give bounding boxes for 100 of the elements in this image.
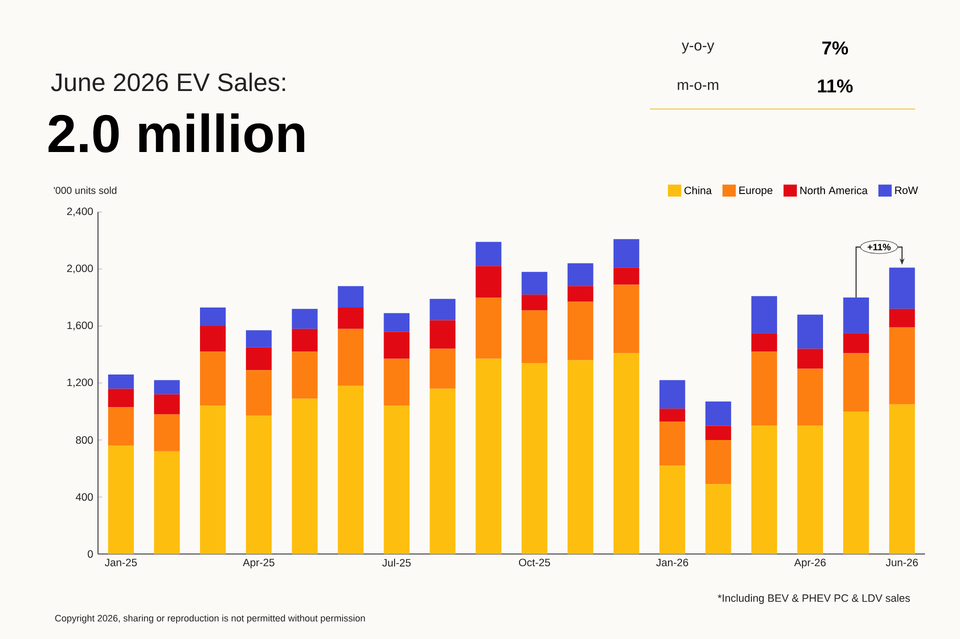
bar	[200, 307, 226, 326]
y-tick-label: 800	[76, 436, 93, 444]
bar	[246, 347, 272, 370]
bar	[338, 386, 364, 554]
bar	[338, 286, 364, 308]
bar	[889, 308, 915, 328]
bar	[430, 320, 456, 349]
bar	[568, 302, 594, 360]
bar	[476, 297, 502, 359]
text: *Including BEV & PHEV PC & LDV sales	[718, 594, 910, 604]
x-tick-label: Oct-25	[518, 558, 550, 566]
bar	[659, 380, 686, 409]
bar	[843, 333, 869, 354]
y-tick-label: 1,600	[67, 322, 93, 330]
bar	[246, 416, 272, 554]
bar	[889, 327, 915, 404]
bar	[108, 374, 134, 389]
bar	[614, 284, 640, 354]
bar	[797, 426, 824, 554]
legend-label: North America	[800, 186, 868, 194]
legend-label: Europe	[739, 186, 772, 196]
bar	[154, 414, 180, 452]
bar	[384, 332, 410, 359]
x-tick-label: Jan-25	[104, 558, 137, 566]
bar	[751, 296, 778, 334]
bar	[751, 333, 778, 352]
bar	[751, 426, 778, 554]
bar	[843, 412, 869, 554]
chart-subtitle: 2.0 million	[48, 113, 304, 153]
bar	[889, 404, 915, 554]
bar	[705, 440, 732, 484]
bar	[659, 408, 686, 422]
bar	[797, 368, 824, 426]
text: 11%	[818, 79, 853, 93]
x-tick-label: Jan-26	[656, 558, 688, 566]
bar	[659, 421, 686, 466]
bar	[614, 268, 640, 285]
y-tick-label: 2,000	[67, 264, 93, 274]
bar	[522, 363, 548, 554]
bar	[843, 297, 869, 334]
bar	[246, 330, 272, 348]
bar	[568, 360, 594, 554]
bar	[705, 426, 732, 440]
bar	[200, 352, 226, 406]
bar	[476, 266, 502, 298]
bar	[614, 239, 640, 268]
bar	[384, 358, 410, 406]
bar	[659, 466, 686, 554]
y-axis-title: '000 units sold	[54, 186, 116, 194]
bar	[522, 272, 548, 295]
bar	[108, 388, 134, 408]
bar	[108, 446, 134, 554]
bar	[476, 358, 502, 554]
x-tick-label: Apr-26	[794, 558, 826, 568]
y-tick-label: 2,400	[67, 208, 93, 216]
y-tick-label: 0	[88, 550, 93, 558]
bar	[338, 307, 364, 329]
bar	[430, 298, 456, 320]
text: y-o-y	[682, 42, 714, 54]
legend-label: RoW	[895, 186, 918, 194]
bar	[292, 398, 318, 554]
bar	[430, 388, 456, 554]
bar	[522, 294, 548, 310]
bar	[384, 313, 410, 332]
bar	[200, 326, 226, 352]
bar	[292, 308, 318, 329]
bar	[384, 406, 410, 554]
bar	[568, 286, 594, 302]
bar	[246, 370, 272, 416]
bar	[292, 352, 318, 399]
chart-title: June 2026 EV Sales:	[51, 72, 285, 92]
bar	[522, 310, 548, 364]
x-tick-label: Apr-25	[242, 558, 274, 568]
y-tick-label: 1,200	[67, 378, 93, 388]
y-tick-label: 400	[76, 493, 93, 501]
bar	[614, 353, 640, 554]
text: Copyright 2026, sharing or reproduction is not permitted without permission	[55, 614, 365, 624]
bar	[751, 352, 778, 426]
x-tick-label: Jun-26	[886, 558, 918, 566]
bar	[154, 380, 180, 394]
bar	[292, 328, 318, 352]
annotation: +11%	[868, 244, 891, 250]
bar	[705, 484, 732, 554]
bar	[108, 407, 134, 446]
bar	[154, 394, 180, 414]
bar	[430, 348, 456, 389]
text: 7%	[822, 41, 848, 55]
bar	[338, 328, 364, 386]
bar	[797, 314, 824, 349]
text: m-o-m	[678, 82, 718, 90]
bar	[154, 451, 180, 554]
bar	[797, 348, 824, 369]
legend-label: China	[684, 186, 712, 194]
bar	[200, 406, 226, 554]
bar	[476, 242, 502, 266]
bar	[568, 263, 594, 286]
bar	[843, 353, 869, 412]
x-tick-label: Jul-25	[382, 558, 411, 567]
bar	[889, 268, 915, 309]
bar	[705, 402, 732, 426]
